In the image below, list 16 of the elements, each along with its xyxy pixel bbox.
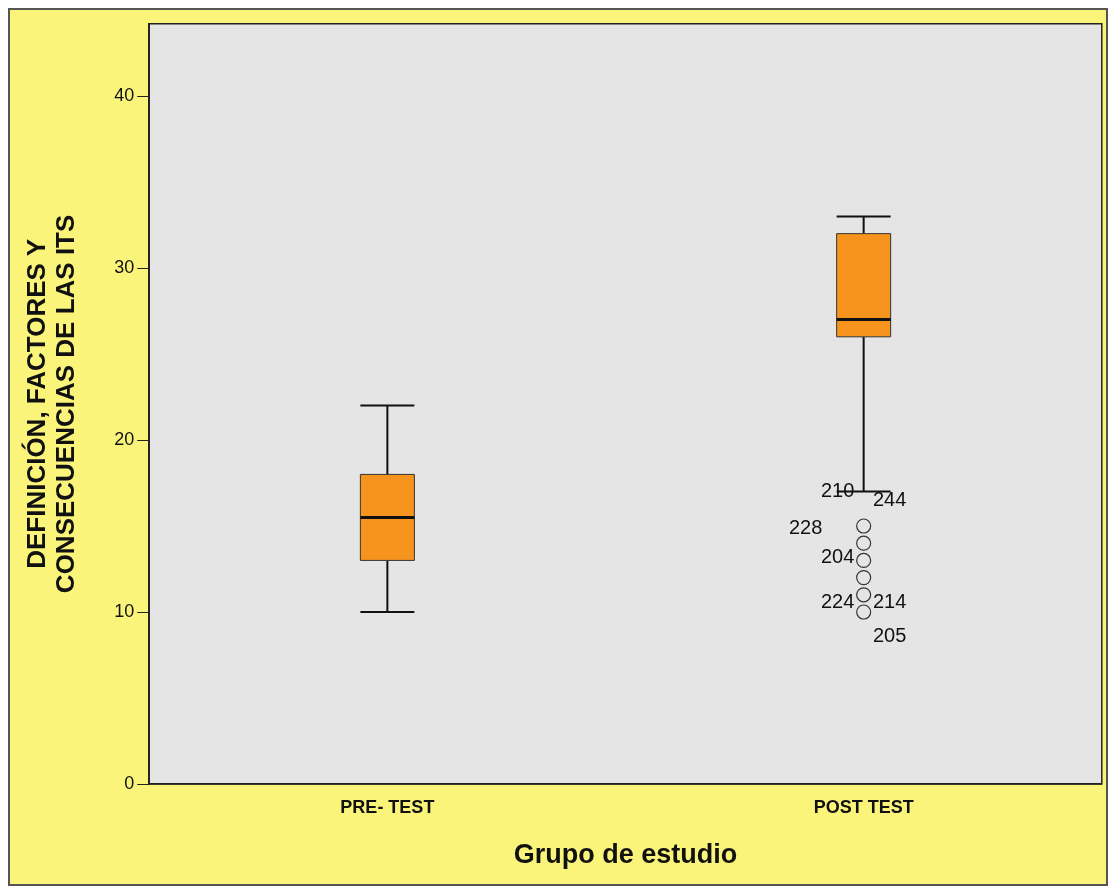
- y-tick-label: 40: [114, 85, 135, 105]
- y-tick-label: 30: [114, 257, 135, 277]
- annotation: 228: [788, 515, 823, 538]
- annotation: 244: [872, 488, 907, 511]
- y-tick-label: 10: [114, 600, 135, 621]
- x-tick-label: POST TEST: [813, 796, 914, 817]
- annotation: 205: [872, 623, 907, 646]
- x-tick-label: PRE- TEST: [340, 796, 435, 817]
- annotation: 224: [820, 590, 855, 613]
- x-axis-title: Grupo de estudio: [513, 839, 738, 870]
- annotation: 214: [872, 590, 907, 613]
- annotation: 210: [820, 479, 855, 502]
- y-axis-title: DEFINICIÓN, FACTORES Y CONSECUENCIAS DE LAS ITS: [21, 214, 81, 594]
- y-tick-label: 0: [124, 772, 135, 793]
- annotation: 204: [820, 544, 855, 567]
- y-tick-label: 20: [114, 428, 135, 449]
